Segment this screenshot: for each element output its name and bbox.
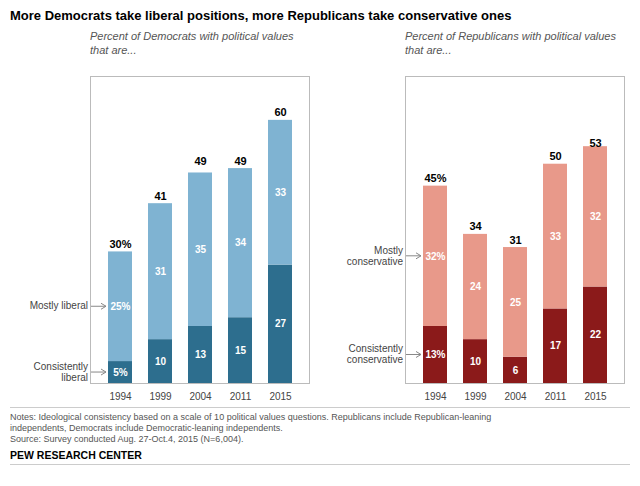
svg-text:Mostly liberal: Mostly liberal xyxy=(30,300,88,311)
html-text:PEW RESEARCH CENTER: PEW RESEARCH CENTER xyxy=(10,449,142,461)
svg-text:49: 49 xyxy=(194,155,206,167)
svg-text:1994: 1994 xyxy=(109,391,132,402)
svg-text:27: 27 xyxy=(275,318,287,329)
svg-text:2004: 2004 xyxy=(504,391,527,402)
svg-text:2011: 2011 xyxy=(230,391,252,402)
svg-text:34: 34 xyxy=(469,220,482,232)
svg-text:34: 34 xyxy=(235,237,247,248)
svg-text:35: 35 xyxy=(195,244,207,255)
svg-text:1999: 1999 xyxy=(464,391,487,402)
svg-text:10: 10 xyxy=(470,356,482,367)
svg-text:10: 10 xyxy=(155,356,167,367)
svg-text:53: 53 xyxy=(589,137,601,149)
svg-text:49: 49 xyxy=(234,155,246,167)
html-text:Percent of Republicans with po: Percent of Republicans with political va… xyxy=(405,30,616,57)
svg-text:32%: 32% xyxy=(425,251,445,262)
html-text:Source: Survey conducted Aug.: Source: Survey conducted Aug. 27-Oct.4, … xyxy=(10,434,244,444)
html-text:More Democrats take liberal po: More Democrats take liberal positions, m… xyxy=(10,8,512,23)
svg-text:32: 32 xyxy=(590,211,602,222)
svg-text:Consistentlyconservative: Consistentlyconservative xyxy=(347,343,404,365)
svg-text:22: 22 xyxy=(590,329,602,340)
svg-text:2015: 2015 xyxy=(269,391,292,402)
svg-text:15: 15 xyxy=(235,345,247,356)
svg-text:30%: 30% xyxy=(109,238,131,250)
svg-text:13: 13 xyxy=(195,349,207,360)
svg-text:24: 24 xyxy=(470,281,482,292)
svg-text:17: 17 xyxy=(550,340,562,351)
svg-text:33: 33 xyxy=(275,187,287,198)
svg-text:2004: 2004 xyxy=(189,391,212,402)
svg-text:50: 50 xyxy=(549,150,561,162)
html-text:Percent of Democrats with poli: Percent of Democrats with political valu… xyxy=(90,30,294,57)
html-text:Notes: Ideological consistency: Notes: Ideological consistency based on … xyxy=(10,412,492,422)
svg-text:Mostlyconservative: Mostlyconservative xyxy=(347,245,404,267)
svg-text:13%: 13% xyxy=(425,349,445,360)
svg-text:1994: 1994 xyxy=(424,391,447,402)
svg-text:31: 31 xyxy=(509,234,521,246)
svg-text:31: 31 xyxy=(155,266,167,277)
svg-text:60: 60 xyxy=(274,106,286,118)
svg-text:45%: 45% xyxy=(424,172,446,184)
svg-text:6: 6 xyxy=(513,365,519,376)
svg-text:Consistentlyliberal: Consistentlyliberal xyxy=(34,361,88,383)
svg-text:33: 33 xyxy=(550,231,562,242)
svg-text:25: 25 xyxy=(510,297,522,308)
svg-text:2011: 2011 xyxy=(545,391,567,402)
html-text:independents, Democrats includ: independents, Democrats include Democrat… xyxy=(10,423,283,433)
svg-text:2015: 2015 xyxy=(584,391,607,402)
svg-text:5%: 5% xyxy=(113,367,128,378)
svg-text:25%: 25% xyxy=(110,301,130,312)
svg-text:41: 41 xyxy=(154,190,166,202)
svg-text:1999: 1999 xyxy=(149,391,172,402)
